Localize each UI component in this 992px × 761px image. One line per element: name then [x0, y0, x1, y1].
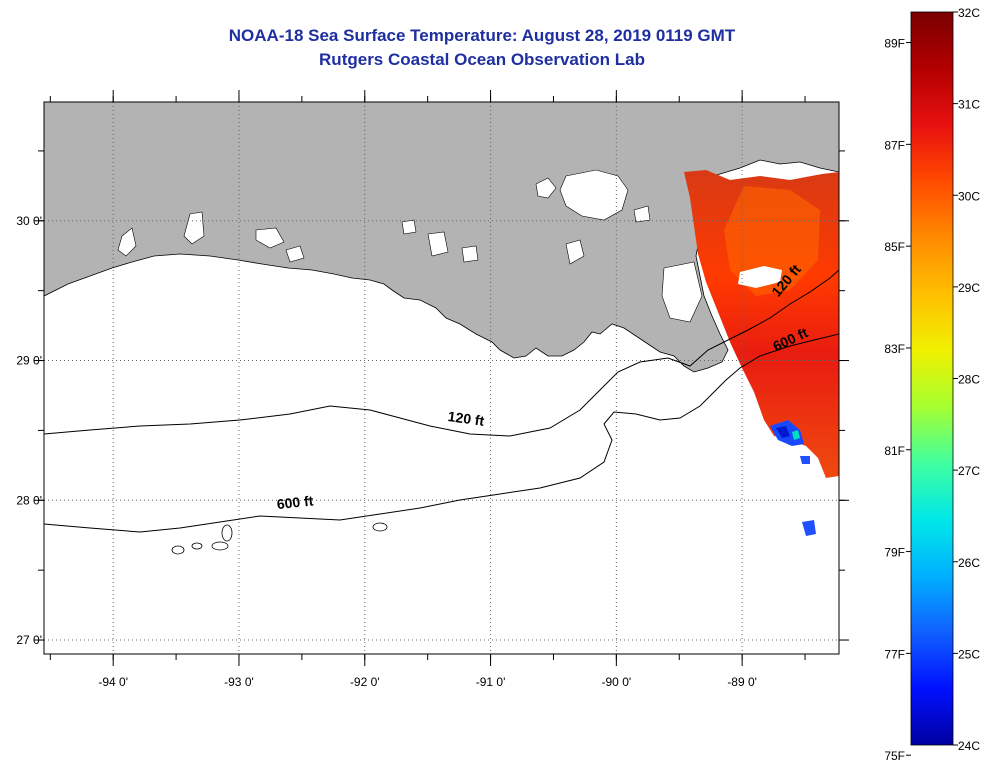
- colorbar-fahrenheit-label: 89F: [884, 37, 905, 51]
- lon-tick-label: -94 0': [98, 675, 128, 689]
- contour-label: 600 ft: [276, 492, 314, 512]
- lat-lon-grid: [44, 102, 839, 654]
- colorbar-celsius-label: 25C: [958, 647, 980, 661]
- colorbar-fahrenheit-label: 83F: [884, 342, 905, 356]
- contour-600ft-line: [44, 333, 839, 533]
- colorbar-celsius-label: 27C: [958, 464, 980, 478]
- colorbar-celsius-label: 29C: [958, 281, 980, 295]
- lon-tick-label: -91 0': [476, 675, 506, 689]
- lon-tick-label: -92 0': [350, 675, 380, 689]
- lat-tick-label: 29 0': [16, 354, 42, 368]
- colorbar-fahrenheit-label: 81F: [884, 444, 905, 458]
- colorbar-fahrenheit-label: 75F: [884, 749, 905, 761]
- inland-lakes: [117, 169, 703, 323]
- lon-tick-label: -93 0': [224, 675, 254, 689]
- sst-cloud-gap: [738, 266, 782, 288]
- colorbar-celsius-label: 32C: [958, 6, 980, 20]
- contour-islands: [171, 522, 388, 555]
- map-subtitle: Rutgers Coastal Ocean Observation Lab: [319, 50, 645, 69]
- colorbar-fahrenheit-label: 85F: [884, 240, 905, 254]
- colorbar-fahrenheit-label: 79F: [884, 546, 905, 560]
- colorbar-celsius-label: 28C: [958, 373, 980, 387]
- colorbar-celsius-label: 31C: [958, 98, 980, 112]
- lat-tick-label: 28 0': [16, 493, 42, 507]
- colorbar: [910, 11, 954, 746]
- axis-ticks: [34, 90, 849, 666]
- lat-tick-label: 27 0': [16, 633, 42, 647]
- colorbar-celsius-label: 24C: [958, 739, 980, 753]
- map-frame: [43, 101, 840, 655]
- contour-label: 120 ft: [447, 408, 486, 429]
- colorbar-celsius-label: 30C: [958, 189, 980, 203]
- map-title: NOAA-18 Sea Surface Temperature: August …: [228, 26, 736, 45]
- colorbar-celsius-label: 26C: [958, 556, 980, 570]
- colorbar-fahrenheit-label: 87F: [884, 138, 905, 152]
- contour-120ft-line: [44, 269, 839, 437]
- lon-tick-label: -90 0': [602, 675, 632, 689]
- lon-tick-label: -89 0': [727, 675, 757, 689]
- lat-tick-label: 30 0': [16, 214, 42, 228]
- sst-cold-spots: [770, 420, 816, 536]
- sst-warm-patch: [724, 186, 820, 296]
- colorbar-fahrenheit-label: 77F: [884, 647, 905, 661]
